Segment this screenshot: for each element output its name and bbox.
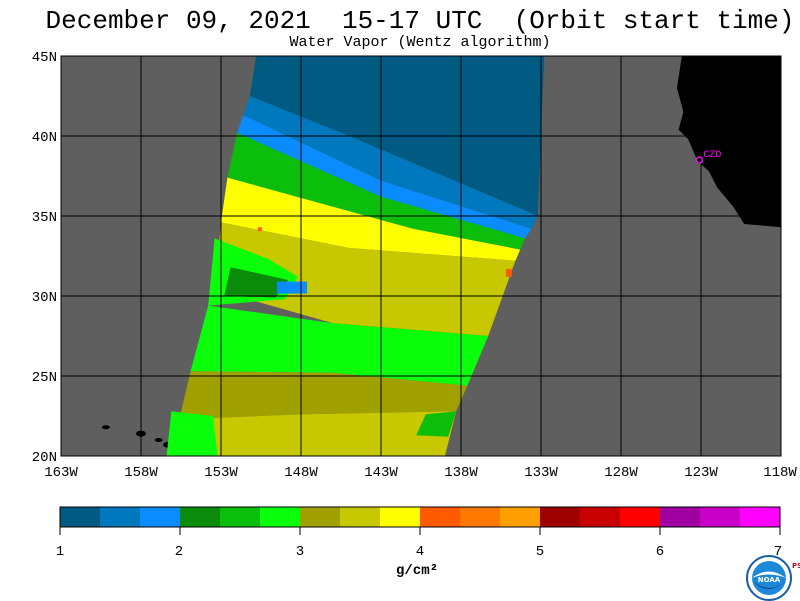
latitude-label: 45N	[32, 50, 57, 66]
longitude-label: 153W	[204, 465, 238, 481]
colorbar-swatch	[700, 507, 740, 527]
colorbar-swatch	[620, 507, 660, 527]
colorbar-swatch	[300, 507, 340, 527]
longitude-label: 143W	[364, 465, 398, 481]
colorbar-swatch	[500, 507, 540, 527]
colorbar-tick-label: 2	[174, 544, 184, 560]
water-vapor-band	[190, 305, 489, 386]
longitude-label: 118W	[763, 465, 797, 481]
latitude-label: 40N	[32, 130, 57, 146]
colorbar-tick-label: 3	[295, 544, 305, 560]
island-shape	[101, 425, 110, 430]
noaa-logo-icon[interactable]: NOAA	[746, 555, 792, 601]
colorbar-swatch	[340, 507, 380, 527]
longitude-label: 163W	[44, 465, 78, 481]
water-vapor-band	[221, 177, 521, 261]
noaa-logo-text: NOAA	[758, 576, 781, 584]
colorbar-swatch	[420, 507, 460, 527]
water-vapor-band	[237, 115, 532, 239]
water-vapor-band	[224, 267, 289, 298]
water-vapor-band	[214, 222, 516, 336]
colorbar-tick-label: 5	[535, 544, 545, 560]
map-frame	[60, 55, 782, 457]
longitude-label: 133W	[524, 465, 558, 481]
colorbar-swatch	[540, 507, 580, 527]
station-marker-icon	[695, 156, 704, 164]
colorbar-swatch	[60, 507, 100, 527]
latitude-label: 30N	[32, 290, 57, 306]
colorbar-tick-label: 4	[415, 544, 425, 560]
latitude-label: 25N	[32, 370, 57, 386]
latitude-label: 35N	[32, 210, 57, 226]
colorbar-unit-label: g/cm²	[396, 563, 439, 579]
colorbar-swatch	[740, 507, 780, 527]
station-label: CZD	[703, 150, 721, 161]
colorbar-tick-label: 6	[655, 544, 665, 560]
water-vapor-high-spot	[505, 268, 512, 277]
latitude-label: 20N	[32, 450, 57, 466]
island-shape	[154, 438, 163, 442]
water-vapor-band	[171, 411, 457, 456]
colorbar-swatch	[220, 507, 260, 527]
water-vapor-band	[179, 371, 468, 420]
colorbar-swatch	[460, 507, 500, 527]
psl-logo-text: PSL	[792, 562, 800, 570]
colorbar-tick-label: 1	[55, 544, 65, 560]
colorbar-swatch	[180, 507, 220, 527]
longitude-label: 128W	[604, 465, 638, 481]
colorbar-swatch	[140, 507, 180, 527]
page-title: December 09, 2021 15-17 UTC (Orbit start…	[45, 6, 795, 36]
colorbar-swatch	[660, 507, 700, 527]
land-area	[677, 56, 781, 228]
colorbar-tick-label: 7	[773, 544, 783, 560]
map-subtitle: Water Vapor (Wentz algorithm)	[289, 34, 551, 51]
colorbar-swatch	[260, 507, 300, 527]
colorbar-swatch	[100, 507, 140, 527]
water-vapor-band	[243, 96, 538, 229]
longitude-label: 123W	[684, 465, 718, 481]
water-vapor-low-spot	[277, 281, 307, 294]
water-vapor-high-spot	[257, 227, 262, 232]
water-vapor-band	[416, 411, 457, 437]
longitude-label: 158W	[124, 465, 158, 481]
colorbar-swatch	[380, 507, 420, 527]
water-vapor-band	[166, 411, 218, 456]
longitude-label: 148W	[284, 465, 318, 481]
longitude-label: 138W	[444, 465, 478, 481]
water-vapor-band	[227, 132, 525, 250]
colorbar-swatch	[580, 507, 620, 527]
